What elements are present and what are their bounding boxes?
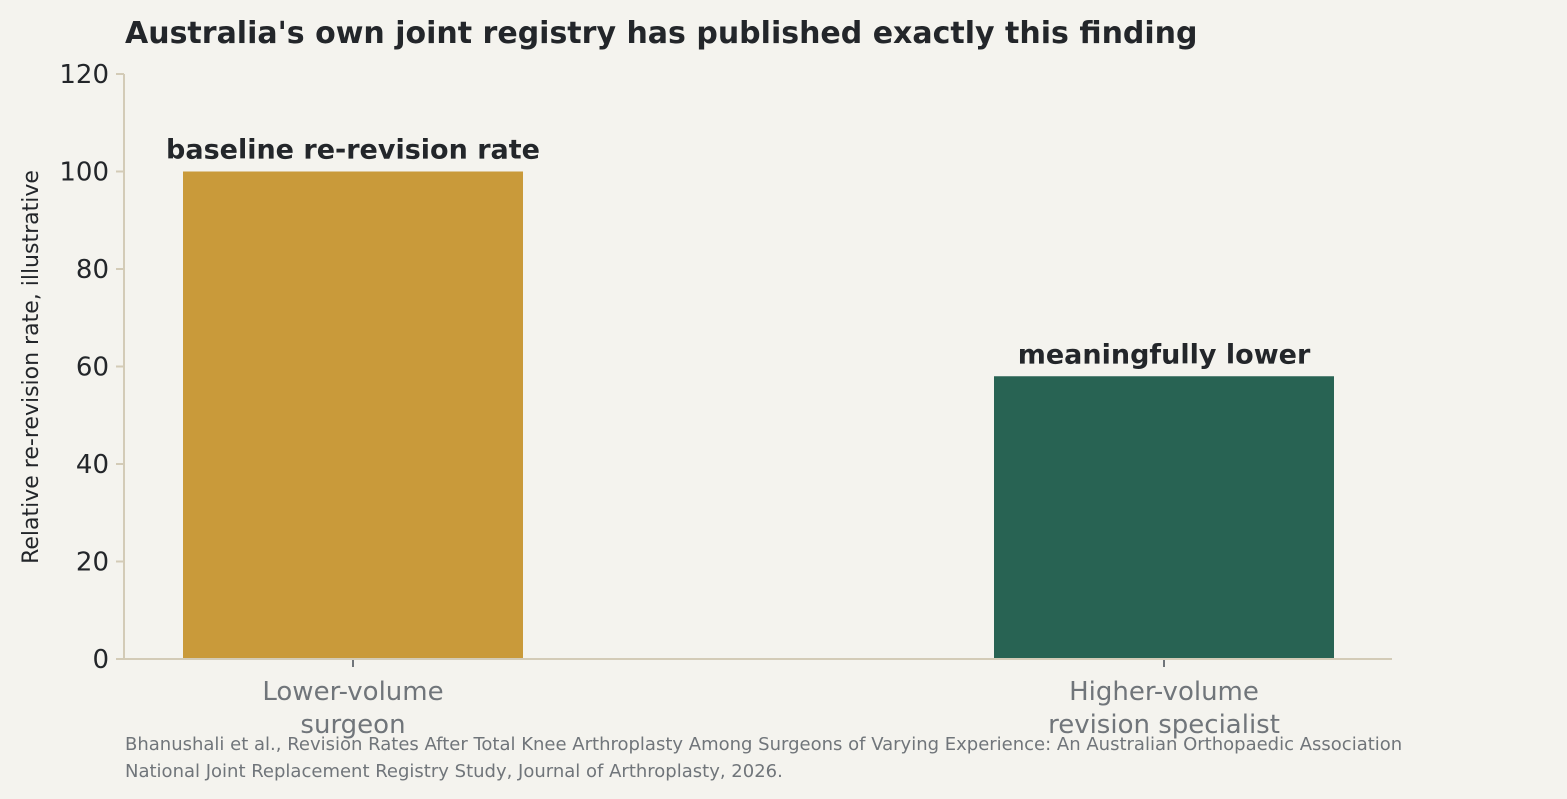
x-tick-label-line: Lower-volume [262,677,443,707]
x-tick-label-line: revision specialist [1048,710,1280,740]
y-tick-label: 80 [76,255,109,285]
y-tick-label: 120 [59,60,109,90]
y-tick-label: 100 [59,158,109,188]
x-tick-label-line: Higher-volume [1069,677,1259,707]
y-axis: 0 20 40 60 80 100 120 [59,60,124,675]
bar-data-label: baseline re-revision rate [166,135,540,166]
x-tick-label: Higher-volume revision specialist [1048,677,1280,740]
x-axis: Lower-volume surgeon Higher-volume revision… [262,659,1280,740]
source-line-2: National Joint Replacement Registry Stud… [125,761,783,782]
y-axis-label: Relative re-revision rate, illustrative [19,170,44,564]
source-note: Bhanushali et al., Revision Rates After … [125,734,1408,782]
x-tick-label: Lower-volume surgeon [262,677,443,740]
bar [994,376,1334,659]
bar-labels: baseline re-revision rate meaningfully lo… [166,135,1311,371]
y-tick-label: 40 [76,450,109,480]
y-tick-label: 60 [76,353,109,383]
chart-title: Australia's own joint registry has publi… [125,16,1198,51]
y-tick-label: 20 [76,548,109,578]
y-tick-label: 0 [92,645,109,675]
x-tick-label-line: surgeon [300,710,405,740]
source-line-1: Bhanushali et al., Revision Rates After … [125,734,1402,755]
bar-data-label: meaningfully lower [1018,339,1311,370]
bars [183,171,1334,659]
bar [183,171,523,659]
